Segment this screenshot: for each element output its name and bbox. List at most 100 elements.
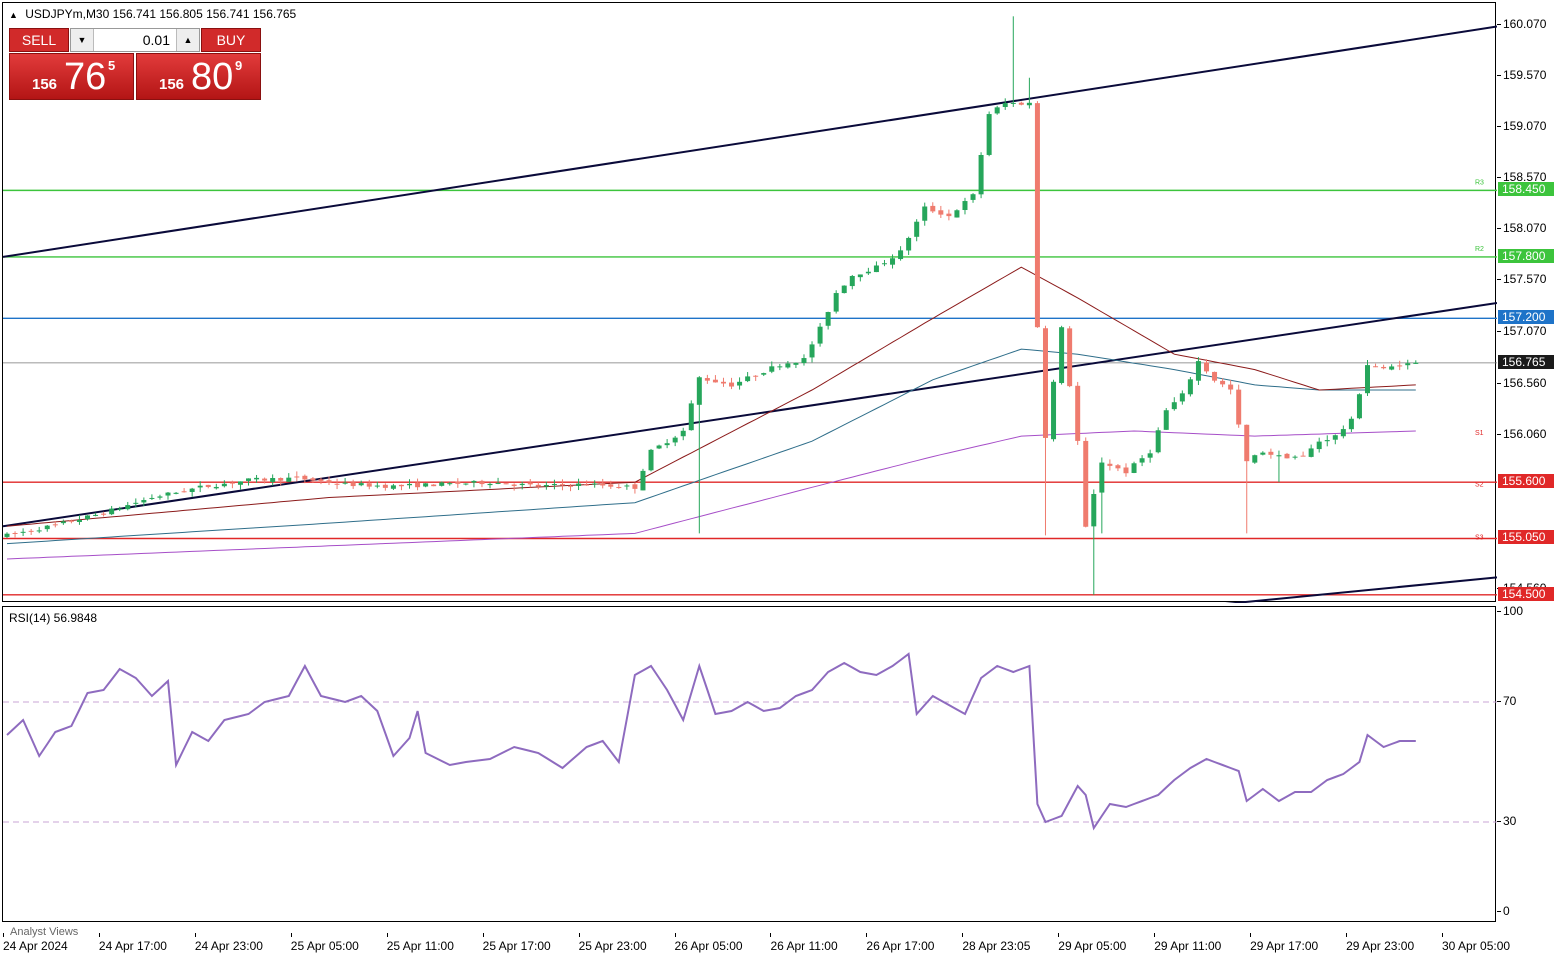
candle-body	[1099, 462, 1105, 493]
lot-decrease-icon[interactable]: ▼	[71, 29, 94, 51]
lot-increase-icon[interactable]: ▲	[176, 29, 199, 51]
time-axis-label: 24 Apr 17:00	[98, 933, 167, 953]
candle-body	[1324, 440, 1330, 442]
candle-body	[270, 478, 276, 482]
one-click-trade-panel: SELL ▼ 0.01 ▲ BUY 156 76 5 156 80 9	[9, 28, 261, 100]
candle-body	[600, 483, 606, 486]
candle-body	[1389, 366, 1395, 370]
candle-body	[213, 486, 219, 489]
candle-body	[487, 483, 493, 486]
candle-body	[471, 480, 477, 483]
candle-body	[1187, 379, 1193, 395]
candle-body	[543, 485, 549, 487]
candle-body	[382, 484, 388, 488]
symbol-name: USDJPYm,M30	[25, 7, 110, 21]
candle-body	[608, 484, 614, 487]
candle-body	[76, 519, 82, 522]
main-chart-pane[interactable]: R3 R2 S1 S2 S3 ▲ USDJPYm,M30 156.741 156.805…	[2, 2, 1497, 603]
time-axis-label: 25 Apr 11:00	[386, 933, 454, 953]
candle-body	[101, 513, 107, 515]
sell-price-pip: 5	[108, 58, 116, 73]
price-axis-label: 157.570	[1496, 272, 1547, 287]
candle-body	[52, 524, 58, 526]
price-axis[interactable]: 160.070 159.570 159.070 158.570 158.070 157.5…	[1496, 0, 1560, 930]
candle-body	[455, 481, 461, 484]
lot-size-field[interactable]: ▼ 0.01 ▲	[70, 28, 200, 52]
time-axis-label: 26 Apr 11:00	[770, 933, 838, 953]
candle-body	[189, 488, 195, 492]
time-axis[interactable]: 24 Apr 2024 24 Apr 17:00 24 Apr 23:00 25 Ap…	[0, 922, 1560, 960]
price-axis-label: 160.070	[1496, 16, 1547, 31]
candle-body	[930, 205, 936, 212]
candle-body	[1228, 384, 1234, 390]
price-chart-canvas[interactable]: R3 R2 S1 S2 S3	[3, 3, 1497, 603]
candle-body	[986, 114, 992, 155]
candle-body	[503, 483, 509, 485]
candle-body	[640, 470, 646, 491]
candle-body	[1051, 381, 1057, 440]
rsi-axis-label: 0	[1497, 904, 1510, 918]
time-axis-label: 26 Apr 05:00	[674, 933, 743, 953]
candle-body	[415, 482, 421, 488]
candle-body	[1292, 456, 1298, 458]
low-price: 156.741	[206, 7, 250, 21]
candle-body	[205, 484, 211, 488]
candle-body	[720, 381, 726, 384]
candle-body	[165, 492, 171, 496]
candle-body	[906, 237, 912, 251]
rsi-title: RSI(14) 56.9848	[9, 611, 98, 625]
candle-body	[704, 378, 710, 381]
candle-body	[93, 514, 99, 516]
candle-body	[841, 285, 847, 294]
candle-body	[954, 210, 960, 218]
moving-average-fast	[6, 266, 1416, 527]
pivot-label: R3	[1475, 179, 1484, 186]
candle-body	[463, 483, 469, 485]
buy-price-prefix: 156	[159, 76, 185, 93]
candle-body	[278, 478, 284, 481]
candle-body	[592, 483, 598, 485]
candle-body	[1244, 424, 1250, 462]
candle-body	[849, 275, 855, 287]
candle-body	[938, 210, 944, 215]
candle-body	[946, 213, 952, 217]
candle-body	[551, 484, 557, 486]
price-level-tag: 156.765	[1498, 354, 1554, 369]
pivot-label: R2	[1475, 246, 1484, 253]
candle-body	[873, 265, 879, 273]
candle-body	[584, 484, 590, 486]
lot-size-value[interactable]: 0.01	[142, 32, 170, 48]
candle-body	[237, 481, 243, 485]
rsi-indicator-pane[interactable]: RSI(14) 56.9848	[2, 606, 1497, 923]
candle-body	[246, 478, 252, 481]
sell-price-button[interactable]: 156 76 5	[9, 53, 134, 100]
candle-body	[793, 362, 799, 365]
candle-body	[978, 155, 984, 195]
collapse-triangle-icon[interactable]: ▲	[9, 10, 18, 20]
buy-button[interactable]: BUY	[201, 28, 261, 52]
candle-body	[221, 483, 227, 487]
candle-body	[1332, 435, 1338, 440]
candle-body	[664, 443, 670, 446]
time-axis-label: 29 Apr 11:00	[1154, 933, 1222, 953]
candle-body	[1147, 453, 1153, 458]
price-axis-label: 157.070	[1496, 323, 1547, 338]
candle-body	[632, 484, 638, 489]
price-axis-label: 156.060	[1496, 427, 1547, 442]
candle-body	[857, 274, 863, 278]
candle-body	[197, 485, 203, 488]
candle-body	[817, 326, 823, 344]
time-axis-label: 24 Apr 2024	[3, 933, 68, 953]
candle-body	[753, 375, 759, 377]
price-level-tag: 155.600	[1498, 474, 1554, 489]
sell-button[interactable]: SELL	[9, 28, 69, 52]
candle-body	[374, 485, 380, 487]
candle-body	[286, 477, 292, 482]
rsi-chart-canvas[interactable]	[3, 607, 1497, 923]
candle-body	[1373, 366, 1379, 368]
candle-body	[1381, 366, 1387, 369]
buy-price-button[interactable]: 156 80 9	[136, 53, 261, 100]
candle-body	[1356, 394, 1362, 419]
candle-body	[1212, 371, 1218, 381]
candle-body	[44, 525, 50, 530]
